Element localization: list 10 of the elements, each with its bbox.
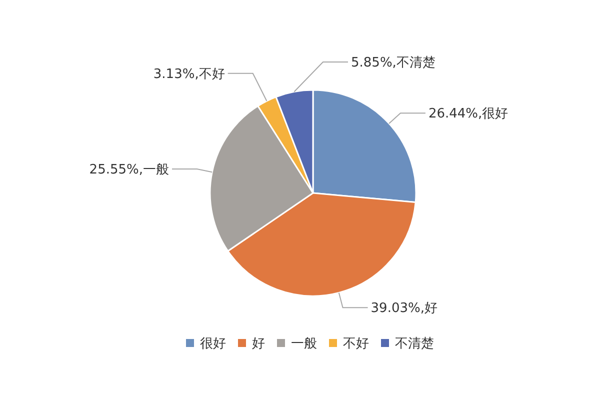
- data-label: 5.85%,不清楚: [351, 56, 436, 71]
- legend-label: 不清楚: [395, 336, 434, 352]
- data-label: 39.03%,好: [370, 301, 438, 316]
- legend-label: 不好: [343, 336, 369, 352]
- legend-label: 很好: [200, 336, 226, 352]
- data-label: 25.55%,一般: [89, 162, 170, 178]
- data-label: 26.44%,很好: [428, 106, 508, 122]
- legend-label: 一般: [291, 336, 317, 352]
- data-label: 3.13%,不好: [153, 66, 225, 82]
- legend-label: 好: [252, 336, 265, 352]
